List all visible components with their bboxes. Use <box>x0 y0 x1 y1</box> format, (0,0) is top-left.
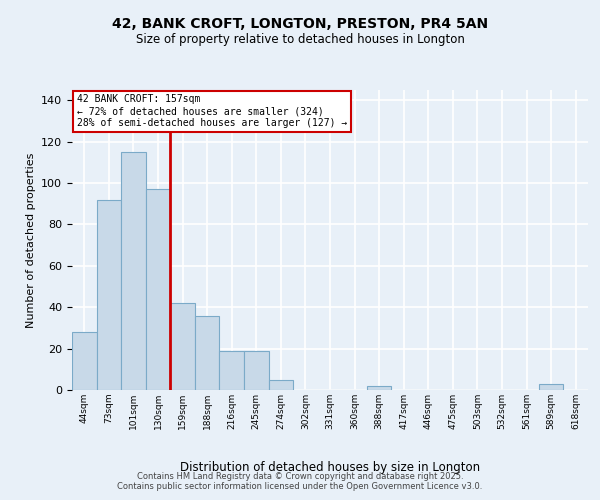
Bar <box>539 384 563 390</box>
Bar <box>146 190 170 390</box>
Y-axis label: Number of detached properties: Number of detached properties <box>26 152 35 328</box>
Bar <box>367 386 391 390</box>
Bar <box>97 200 121 390</box>
Bar <box>72 332 97 390</box>
Bar <box>244 350 269 390</box>
Text: Distribution of detached houses by size in Longton: Distribution of detached houses by size … <box>180 461 480 474</box>
Bar <box>220 350 244 390</box>
Bar <box>195 316 220 390</box>
Bar <box>170 303 195 390</box>
Bar <box>121 152 146 390</box>
Bar <box>269 380 293 390</box>
Text: 42 BANK CROFT: 157sqm
← 72% of detached houses are smaller (324)
28% of semi-det: 42 BANK CROFT: 157sqm ← 72% of detached … <box>77 94 347 128</box>
Text: Contains HM Land Registry data © Crown copyright and database right 2025.
Contai: Contains HM Land Registry data © Crown c… <box>118 472 482 491</box>
Text: Size of property relative to detached houses in Longton: Size of property relative to detached ho… <box>136 32 464 46</box>
Text: 42, BANK CROFT, LONGTON, PRESTON, PR4 5AN: 42, BANK CROFT, LONGTON, PRESTON, PR4 5A… <box>112 18 488 32</box>
